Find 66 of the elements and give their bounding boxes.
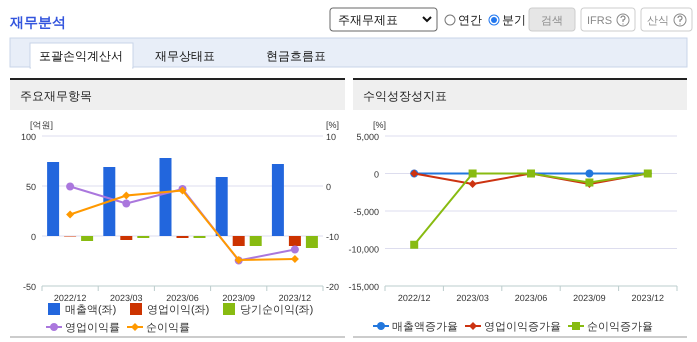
x-tick-label: 2023/03 [456, 293, 489, 303]
y-axis-title: [억원] [30, 120, 54, 130]
y-tick-label: -50 [22, 282, 36, 292]
x-tick-label: 2023/03 [110, 293, 143, 303]
legend-label: 매출액증가율 [392, 321, 458, 333]
x-tick-label: 2023/09 [222, 293, 255, 303]
bar [103, 167, 116, 236]
point [122, 200, 130, 208]
y-tick-label: -5,000 [353, 207, 379, 217]
point [66, 182, 74, 190]
legend-label: 순이익률 [146, 322, 190, 334]
legend-label: 당기순이익(좌) [240, 304, 314, 316]
text: 검색 [541, 15, 563, 27]
text: 현금흐름표 [266, 49, 326, 63]
legend-label: 매출액(좌) [65, 304, 116, 316]
x-tick-label: 2023/12 [278, 293, 312, 303]
y-tick-label: 0 [30, 232, 36, 242]
legend-label: 영업이익률 [65, 322, 120, 334]
y2-tick-label: -20 [326, 282, 340, 292]
bar [81, 236, 94, 241]
y-tick-label: 100 [20, 132, 36, 142]
bar [160, 158, 172, 236]
bar [306, 236, 318, 248]
bar [288, 236, 301, 246]
bar [232, 236, 245, 246]
text: 재무분석 [9, 14, 66, 30]
text: 주재무제표 [338, 13, 398, 27]
bar [47, 162, 60, 236]
y-tick-label: 0 [374, 170, 379, 180]
x-tick-label: 2023/12 [632, 293, 664, 303]
x-tick-label: 2023/06 [514, 293, 548, 303]
point [122, 192, 130, 200]
text: 산식 [647, 15, 669, 27]
y-tick-label: 5,000 [356, 132, 379, 142]
text: IFRS [587, 15, 612, 27]
text: 연간 [458, 13, 482, 27]
x-tick-label: 2023/09 [573, 293, 606, 303]
bar [120, 236, 132, 240]
text: 포괄손익계산서 [39, 49, 123, 63]
x-tick-label: 2022/12 [54, 293, 86, 303]
bar [216, 177, 228, 236]
legend-label: 영업이익증가율 [484, 321, 561, 333]
chart-title: 주요재무항목 [20, 89, 92, 103]
text: 재무상태표 [155, 49, 215, 63]
x-tick-label: 2022/12 [398, 293, 430, 303]
y2-tick-label: 10 [326, 132, 336, 142]
x-tick-label: 2023/06 [166, 293, 199, 303]
bar [272, 164, 284, 236]
y2-tick-label: -10 [326, 232, 340, 242]
legend-label: 순이익증가율 [587, 321, 653, 333]
point [290, 246, 299, 254]
chart-title: 수익성장성지표 [363, 89, 447, 103]
y-tick-label: -15,000 [348, 282, 379, 292]
legend-label: 영업이익(좌) [147, 304, 210, 316]
y2-axis-title: [%] [326, 120, 340, 130]
y-tick-label: -10,000 [348, 244, 379, 254]
point [468, 180, 477, 188]
point [290, 255, 299, 263]
text: 분기 [502, 13, 526, 27]
y2-tick-label: 0 [326, 182, 332, 192]
bar [250, 236, 262, 246]
y-tick-label: 50 [26, 182, 36, 192]
point [410, 240, 418, 249]
point [66, 210, 74, 218]
point [585, 170, 594, 178]
y-axis-title: [%] [373, 120, 386, 130]
